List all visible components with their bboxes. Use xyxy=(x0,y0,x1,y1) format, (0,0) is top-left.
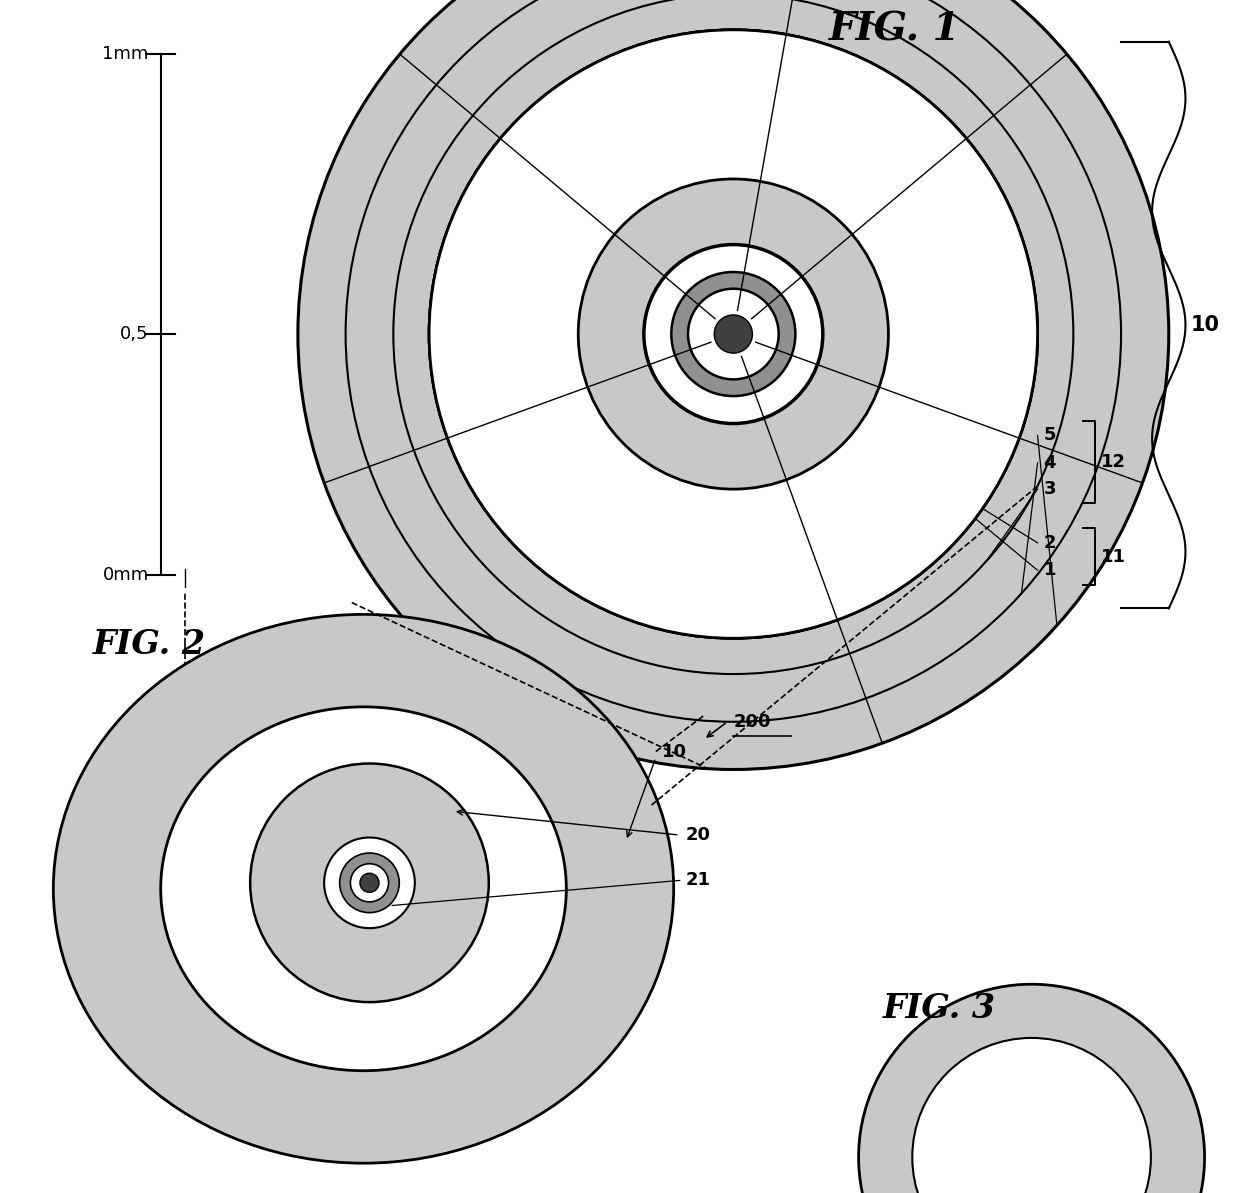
Text: FIG. 2: FIG. 2 xyxy=(93,628,206,661)
Circle shape xyxy=(644,245,823,424)
Text: 10: 10 xyxy=(662,742,687,761)
Text: 3: 3 xyxy=(1044,480,1056,499)
Circle shape xyxy=(578,179,888,489)
Ellipse shape xyxy=(53,614,673,1163)
Circle shape xyxy=(324,837,415,928)
Text: FIG. 1: FIG. 1 xyxy=(828,11,960,49)
Text: 0mm: 0mm xyxy=(109,983,153,1002)
Circle shape xyxy=(360,873,379,892)
Text: 21: 21 xyxy=(686,871,711,890)
Circle shape xyxy=(688,289,779,379)
Text: 200: 200 xyxy=(733,712,771,731)
Circle shape xyxy=(714,315,753,353)
Text: 12: 12 xyxy=(1101,453,1126,471)
Circle shape xyxy=(340,853,399,913)
Circle shape xyxy=(250,764,489,1002)
Text: 0mm: 0mm xyxy=(103,565,149,585)
Text: FIG. 3: FIG. 3 xyxy=(883,991,996,1025)
Circle shape xyxy=(429,30,1038,638)
Text: 2: 2 xyxy=(1044,533,1056,552)
Text: 1: 1 xyxy=(1044,561,1056,580)
Text: 0,5: 0,5 xyxy=(126,879,153,898)
Circle shape xyxy=(858,984,1204,1193)
Text: 1mm: 1mm xyxy=(109,784,153,803)
Text: 1mm: 1mm xyxy=(103,44,149,63)
Circle shape xyxy=(913,1038,1151,1193)
Text: 10: 10 xyxy=(1190,315,1219,335)
Circle shape xyxy=(671,272,795,396)
Ellipse shape xyxy=(161,706,567,1071)
Circle shape xyxy=(298,0,1169,769)
Circle shape xyxy=(429,30,1038,638)
Text: 0,5: 0,5 xyxy=(120,324,149,344)
Circle shape xyxy=(351,864,388,902)
Text: 11: 11 xyxy=(1101,548,1126,565)
Text: 20: 20 xyxy=(686,826,711,845)
Text: 4: 4 xyxy=(1044,453,1056,472)
Text: 5: 5 xyxy=(1044,426,1056,445)
Circle shape xyxy=(429,30,1038,638)
